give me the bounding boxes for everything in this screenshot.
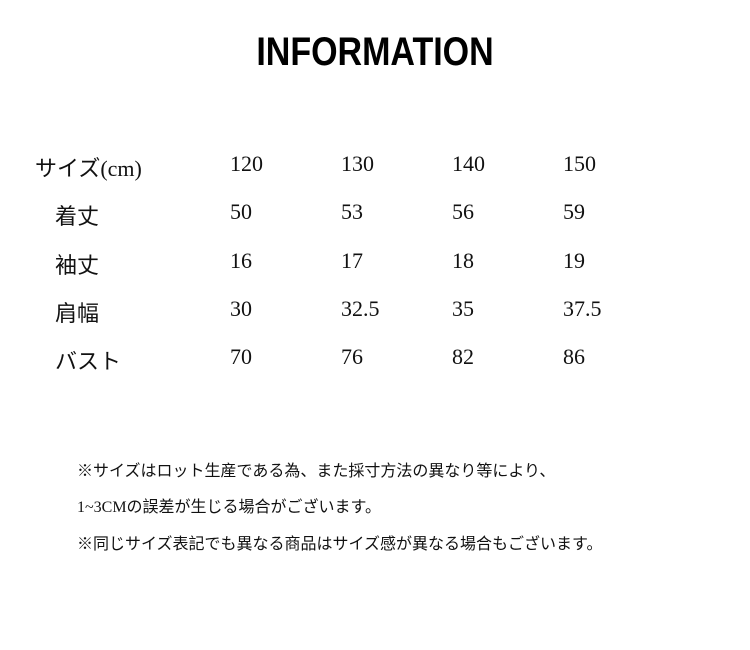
cell: 82 — [452, 344, 474, 369]
note-line: ※同じサイズ表記でも異なる商品はサイズ感が異なる場合もございます。 — [77, 536, 603, 553]
cell: 70 — [230, 344, 252, 369]
cell: 35 — [452, 296, 474, 321]
cell: 16 — [230, 248, 252, 273]
cell: 18 — [452, 248, 474, 273]
size-header-row: サイズ(cm) 120 130 140 150 — [0, 151, 750, 181]
note-line: ※サイズはロット生産である為、また採寸方法の異なり等により、 — [77, 463, 556, 480]
size-130: 130 — [341, 151, 374, 176]
table-row: バスト 70 76 82 86 — [0, 344, 750, 374]
cell: 76 — [341, 344, 363, 369]
size-150: 150 — [563, 151, 596, 176]
note-line: 1~3CMの誤差が生じる場合がございます。 — [77, 499, 381, 516]
cell: 32.5 — [341, 296, 380, 321]
cell: 86 — [563, 344, 585, 369]
cell: 30 — [230, 296, 252, 321]
cell: 37.5 — [563, 296, 602, 321]
table-row: 袖丈 16 17 18 19 — [0, 248, 750, 278]
cell: 56 — [452, 199, 474, 224]
size-140: 140 — [452, 151, 485, 176]
cell: 59 — [563, 199, 585, 224]
row-label: 着丈 — [55, 204, 100, 229]
row-label: 袖丈 — [55, 253, 100, 278]
row-label: バスト — [55, 349, 122, 374]
header-label: サイズ(cm) — [35, 156, 142, 181]
table-row: 肩幅 30 32.5 35 37.5 — [0, 296, 750, 326]
size-120: 120 — [230, 151, 263, 176]
row-label: 肩幅 — [55, 301, 100, 326]
cell: 19 — [563, 248, 585, 273]
cell: 53 — [341, 199, 363, 224]
table-row: 着丈 50 53 56 59 — [0, 199, 750, 229]
cell: 17 — [341, 248, 363, 273]
page-title: INFORMATION — [256, 30, 494, 74]
cell: 50 — [230, 199, 252, 224]
